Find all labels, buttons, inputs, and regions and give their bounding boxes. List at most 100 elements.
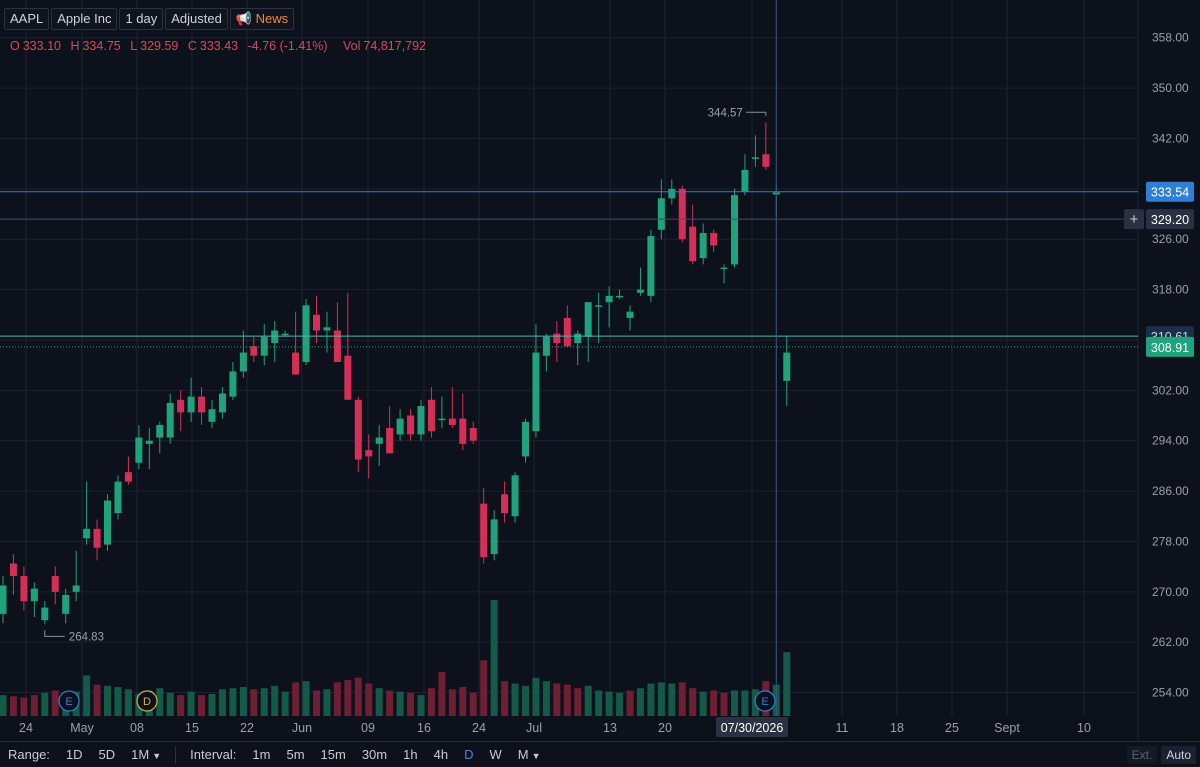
volume-bar	[668, 683, 676, 716]
extended-hours-button[interactable]: Ext.	[1126, 745, 1158, 764]
candle	[323, 311, 331, 353]
candle-body	[689, 226, 697, 262]
volume-bar	[218, 689, 226, 716]
candle-body	[83, 528, 91, 539]
event-marker	[58, 690, 80, 712]
candle-body	[208, 409, 216, 422]
interval-chip[interactable]: 1 day	[119, 8, 164, 30]
candle-body	[751, 157, 759, 159]
volume-bar	[448, 689, 456, 716]
candle-body	[438, 418, 446, 421]
range-1m-dropdown[interactable]: 1M ▼	[123, 747, 169, 762]
candle	[0, 576, 7, 624]
price-tag-329-bg	[1146, 209, 1194, 230]
adjusted-chip[interactable]: Adjusted	[165, 8, 228, 30]
candle-body	[114, 481, 122, 514]
candle-body	[469, 428, 477, 441]
candlestick-chart[interactable]: 254.00 262.00 270.00 278.00 286.00 294.00 302.…	[0, 0, 1200, 741]
open-label: O	[10, 39, 20, 53]
volume-bar	[208, 693, 216, 716]
volume-bar	[313, 690, 320, 716]
candle	[459, 393, 467, 451]
megaphone-icon: 📢	[235, 11, 253, 26]
high-annotation: 344.57	[708, 107, 743, 119]
candle-body	[448, 418, 456, 425]
interval-m-label: M	[517, 747, 529, 762]
event-marker-label: D	[143, 696, 151, 708]
candle	[553, 321, 561, 362]
range-1d[interactable]: 1D	[65, 747, 83, 762]
candle	[542, 333, 550, 372]
candle	[229, 362, 237, 400]
volume-bar	[281, 691, 289, 716]
crosshair-date-label: 07/30/2026	[721, 721, 784, 735]
x-tick-label: 24	[472, 721, 486, 735]
candle-body	[762, 154, 770, 167]
candle	[271, 321, 279, 362]
candle-body	[427, 399, 435, 432]
low-marker-line	[44, 630, 65, 637]
y-tick-label: 350.00	[1152, 81, 1189, 95]
interval-1m[interactable]: 1m	[252, 747, 271, 762]
candle-body	[375, 437, 383, 444]
volume-bar	[605, 691, 613, 716]
y-tick-label: 278.00	[1152, 534, 1189, 548]
candle	[751, 135, 759, 167]
candle	[480, 487, 488, 564]
volume-bar	[124, 689, 132, 716]
volume-bar	[469, 692, 477, 716]
volume-bar	[574, 688, 582, 716]
interval-5m[interactable]: 5m	[286, 747, 305, 762]
interval-1h[interactable]: 1h	[403, 747, 418, 762]
volume-bar	[166, 692, 174, 716]
interval-m-dropdown[interactable]: M ▼	[510, 747, 549, 762]
candle-body	[250, 346, 258, 356]
candle	[51, 566, 59, 605]
candle-body	[741, 169, 749, 192]
candle-body	[459, 418, 467, 444]
candle	[62, 588, 70, 624]
volume-bar	[678, 682, 686, 716]
interval-w[interactable]: W	[489, 747, 502, 762]
candle-body	[386, 428, 394, 454]
candle-body	[145, 440, 153, 444]
candle	[710, 229, 718, 252]
interval-4h[interactable]: 4h	[433, 747, 449, 762]
interval-15m[interactable]: 15m	[320, 747, 346, 762]
candle	[145, 428, 153, 470]
range-5d[interactable]: 5D	[98, 747, 116, 762]
candle	[302, 299, 310, 366]
y-tick-label: 254.00	[1152, 686, 1189, 700]
interval-30m[interactable]: 30m	[361, 747, 388, 762]
candle-body	[501, 494, 509, 514]
volume-bar	[83, 675, 91, 716]
candle	[605, 286, 613, 328]
volume-bar	[365, 683, 373, 716]
ohlc-readout: O 333.10 H 334.75 L 329.59 C 333.43 -4.76 (-…	[10, 39, 432, 53]
high-value: 334.75	[82, 39, 121, 53]
candle-body	[229, 371, 237, 397]
volume-bar	[563, 684, 571, 716]
candle	[396, 409, 404, 441]
candle-body	[30, 588, 38, 602]
candle-body	[271, 330, 279, 344]
close-value: 333.43	[199, 39, 239, 53]
news-chip[interactable]: 📢 News	[229, 8, 295, 30]
candle	[741, 154, 749, 196]
candle-body	[626, 311, 634, 318]
candle	[501, 481, 509, 523]
candle	[689, 204, 697, 265]
interval-d[interactable]: D	[464, 747, 474, 762]
candle	[386, 406, 394, 454]
candle	[563, 305, 571, 347]
chart-background	[0, 0, 1200, 741]
y-tick-label: 262.00	[1152, 635, 1189, 649]
candle	[344, 292, 352, 400]
auto-scale-button[interactable]: Auto	[1161, 745, 1196, 764]
company-name-chip[interactable]: Apple Inc	[51, 8, 118, 30]
volume-bar	[386, 690, 394, 716]
volume-bar	[459, 687, 467, 716]
candle	[239, 330, 247, 378]
volume-bar	[323, 689, 331, 716]
symbol-chip[interactable]: AAPL	[4, 8, 50, 30]
